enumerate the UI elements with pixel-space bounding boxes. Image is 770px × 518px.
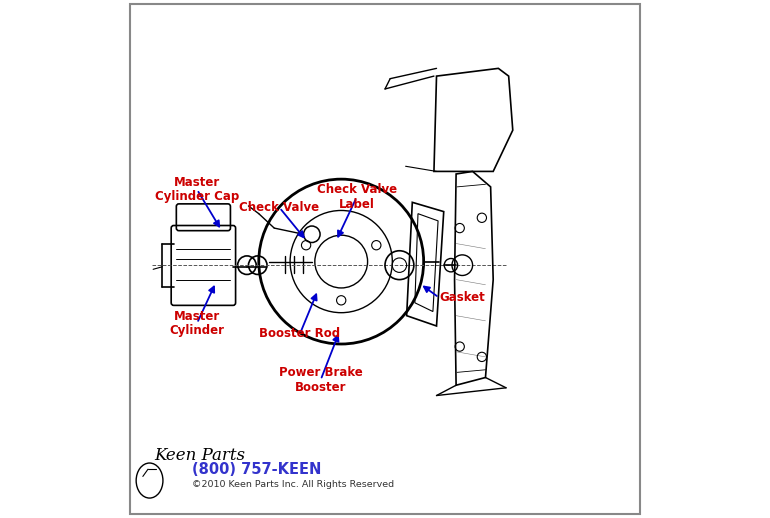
Text: Label: Label — [339, 198, 374, 211]
Text: Booster Rod: Booster Rod — [259, 327, 340, 340]
Text: Cylinder: Cylinder — [169, 324, 224, 337]
Text: Cylinder Cap: Cylinder Cap — [155, 190, 239, 203]
Text: Booster: Booster — [295, 381, 346, 394]
Text: Gasket: Gasket — [439, 291, 485, 304]
Text: (800) 757-KEEN: (800) 757-KEEN — [192, 462, 321, 477]
Text: Keen Parts: Keen Parts — [154, 448, 245, 464]
Text: Master: Master — [174, 176, 220, 189]
Text: Master: Master — [174, 310, 220, 323]
Text: Check Valve: Check Valve — [239, 201, 320, 214]
Text: ©2010 Keen Parts Inc. All Rights Reserved: ©2010 Keen Parts Inc. All Rights Reserve… — [192, 480, 394, 488]
Text: Check Valve: Check Valve — [316, 183, 397, 196]
Text: Power Brake: Power Brake — [279, 366, 363, 379]
